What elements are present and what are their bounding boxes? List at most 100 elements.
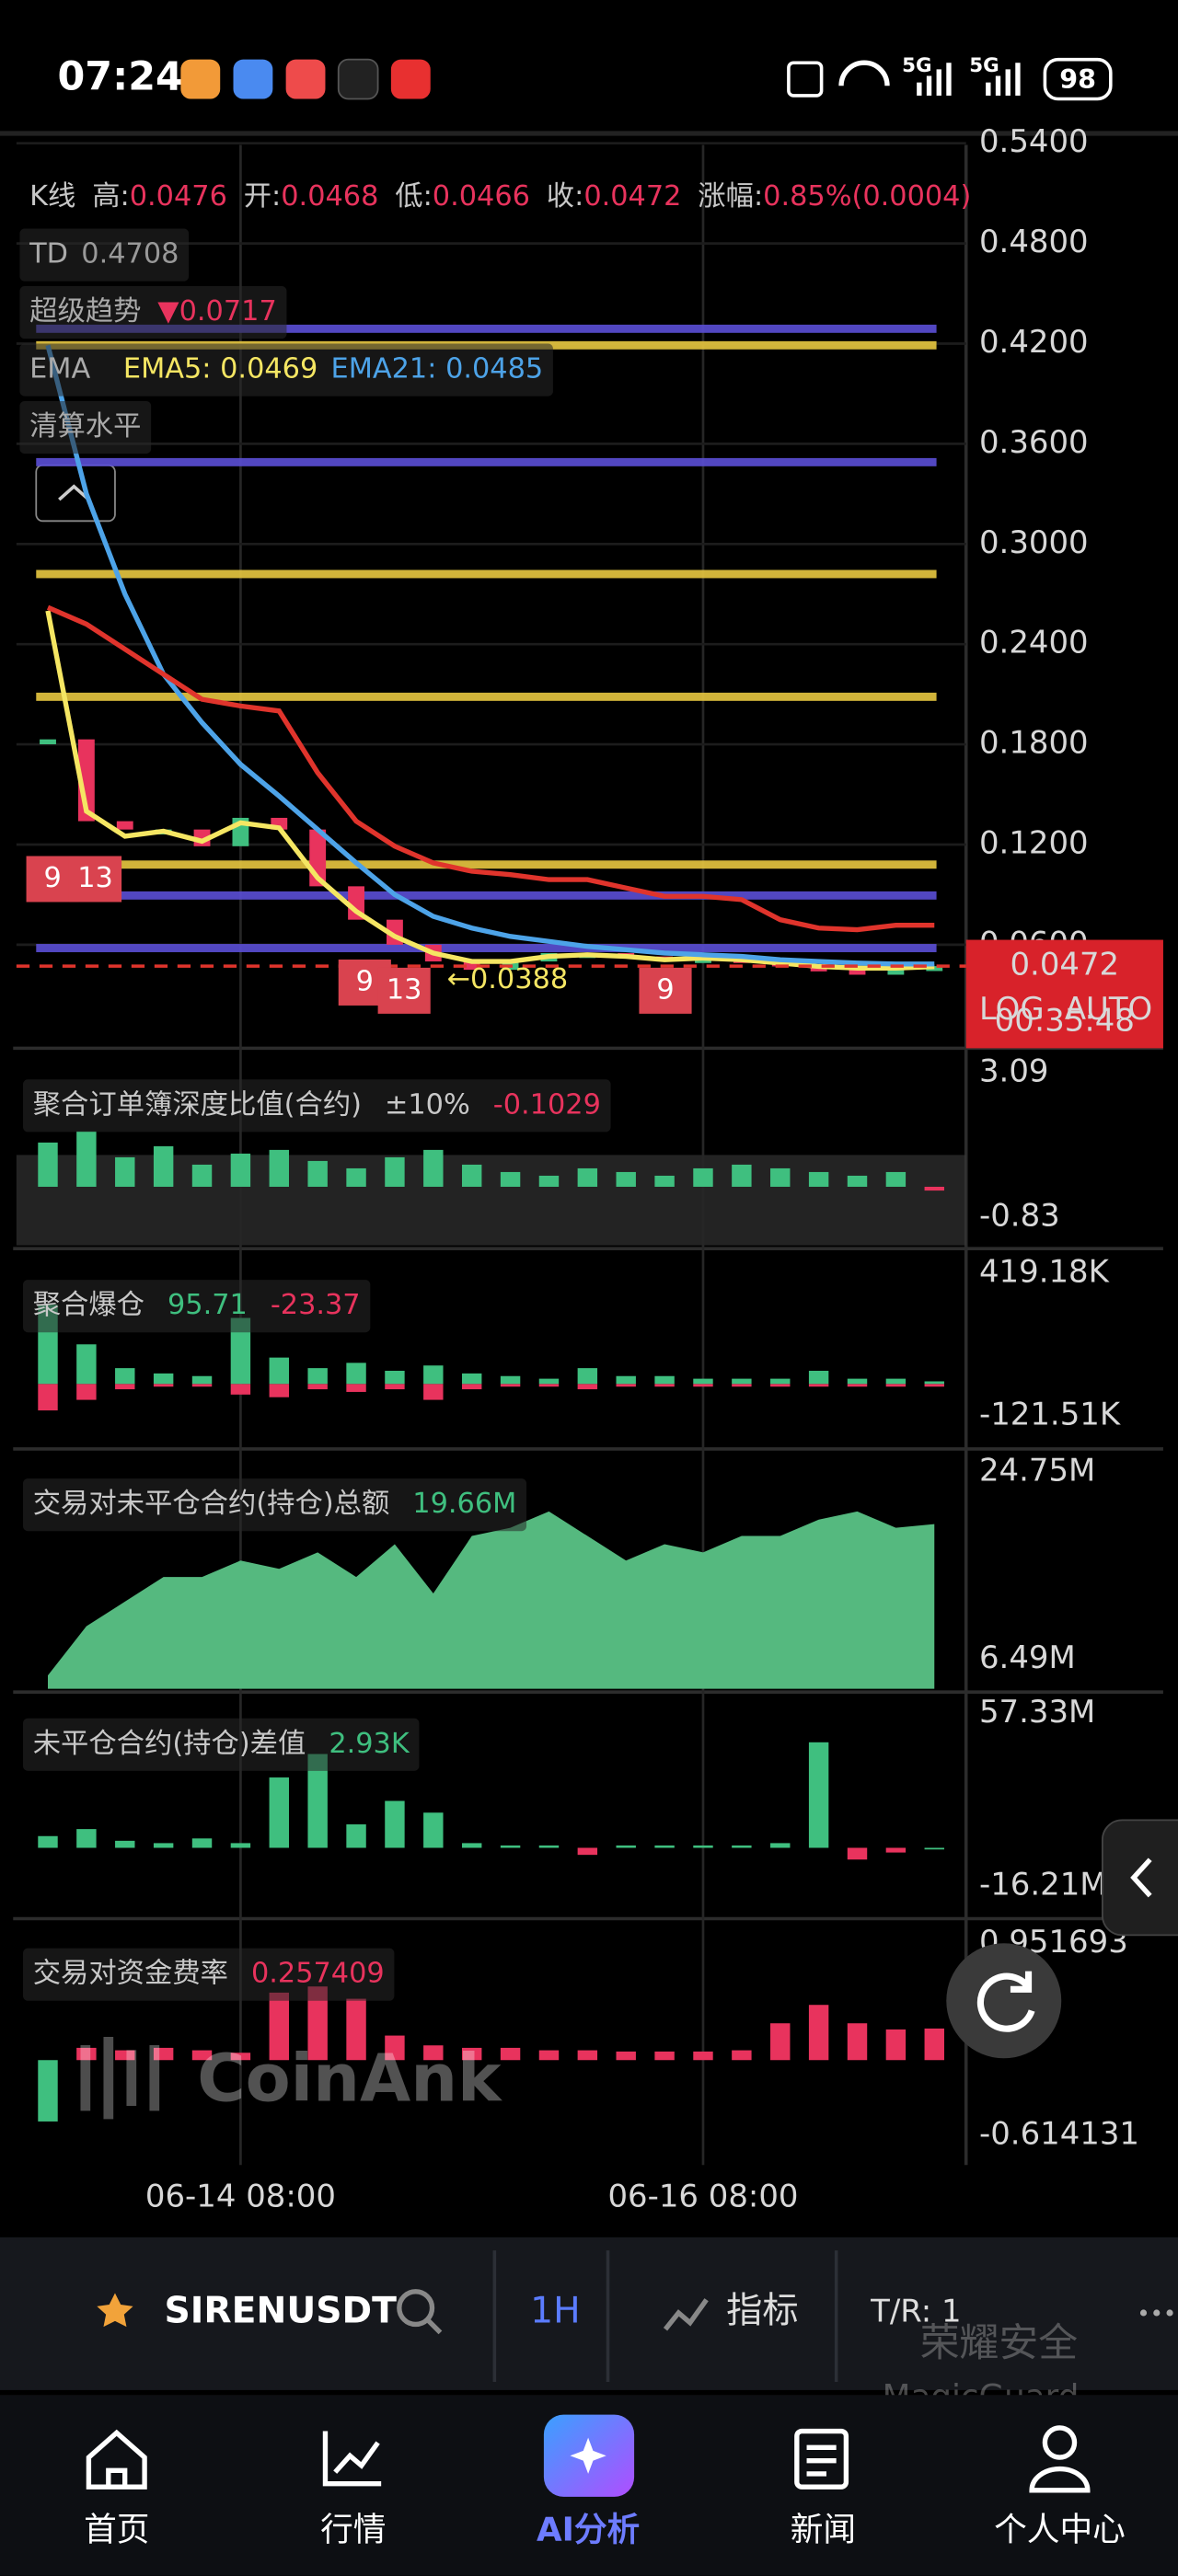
bar: [616, 1384, 636, 1387]
bar: [616, 1845, 636, 1848]
bar: [616, 2051, 636, 2061]
bar: [153, 1145, 174, 1187]
bar: [924, 2028, 944, 2061]
low-annotation: ←0.0388: [447, 963, 569, 995]
bar: [423, 2045, 444, 2061]
bar: [577, 2050, 598, 2061]
countdown: 00:35:48: [995, 1002, 1135, 1038]
bar: [385, 1156, 405, 1187]
legend-text: 清算水平: [29, 410, 141, 443]
legend-text: EMA: [29, 353, 90, 385]
bar: [538, 1384, 560, 1387]
collapse-button[interactable]: [35, 464, 116, 523]
nav-item-active[interactable]: AI分析: [537, 2511, 640, 2548]
bar: [38, 1835, 58, 1848]
bar: [847, 1384, 868, 1387]
y-tick-label: -0.83: [979, 1198, 1060, 1234]
td-marker: 13: [77, 862, 113, 894]
nav-item[interactable]: 首页: [84, 2511, 149, 2548]
x-tick-label: 06-14 08:00: [145, 2179, 336, 2214]
signal-icons: [787, 60, 1021, 98]
bar: [269, 1149, 290, 1187]
td-marker-box: [377, 967, 431, 1014]
bar: [808, 1742, 829, 1848]
bar: [269, 1384, 290, 1397]
bar: [693, 1167, 713, 1187]
candle: [849, 970, 866, 975]
bar: [423, 1812, 444, 1848]
network: 5G: [969, 54, 999, 77]
side-tab[interactable]: [1101, 1819, 1178, 1937]
collapse-icon: [58, 484, 90, 501]
bar: [885, 2029, 907, 2061]
search-icon[interactable]: [397, 2289, 443, 2335]
bar: [76, 1131, 97, 1187]
legend-text: EMA21: 0.0485: [331, 353, 544, 385]
auto-toggle[interactable]: AUTO: [1065, 991, 1152, 1027]
bar: [346, 1167, 366, 1187]
bar: [191, 1838, 213, 1848]
liquidation-level: [36, 860, 937, 869]
interval[interactable]: 1H: [530, 2290, 581, 2331]
indicator-line: [45, 610, 935, 971]
legend-text: 涨幅:: [698, 180, 763, 213]
td-marker-box: [639, 967, 692, 1014]
charts: 06-14 08:00 06-16 08:00 0.5400 0.4800 0.4200…: [16, 123, 1163, 2214]
refresh-button[interactable]: [946, 1943, 1062, 2059]
legend-text: 低:: [395, 180, 433, 213]
legend-text: 聚合订单簿深度比值(合约): [33, 1088, 362, 1121]
bar: [307, 1754, 328, 1848]
bar: [577, 1384, 598, 1390]
ratio[interactable]: T/R: 1: [870, 2293, 961, 2329]
bar: [230, 1153, 251, 1187]
legend-text: EMA5: 0.0469: [123, 353, 318, 385]
bar: [847, 1378, 868, 1385]
td-marker: 13: [387, 973, 422, 1006]
bar: [38, 1384, 58, 1411]
legend-background: [19, 343, 553, 397]
bar: [770, 1384, 791, 1387]
y-tick-label: 0.5400: [979, 123, 1089, 159]
bar: [538, 2050, 560, 2061]
symbol[interactable]: SIRENUSDT: [165, 2290, 398, 2331]
liquidation-level: [36, 891, 937, 900]
refresh-icon: [976, 1971, 1035, 2032]
bar: [76, 2047, 97, 2061]
bar: [153, 2047, 174, 2061]
liquidation-level: [36, 457, 937, 466]
nav-item[interactable]: 新闻: [791, 2511, 856, 2548]
bar: [770, 1167, 791, 1187]
bar: [346, 1998, 366, 2061]
side-tab-icon: [1130, 1857, 1152, 1898]
bar: [76, 1384, 97, 1400]
legend-text: 聚合爆仓: [33, 1289, 144, 1321]
bar: [654, 1175, 675, 1187]
bar: [847, 2023, 868, 2061]
bar: [500, 1384, 521, 1387]
indicator-icon: [663, 2298, 709, 2331]
bar: [307, 1368, 328, 1385]
bar: [307, 1384, 328, 1390]
battery-level: 98: [1059, 63, 1096, 95]
candle: [40, 739, 56, 745]
indicator-line: [46, 604, 935, 933]
bar: [307, 1986, 328, 2061]
bar: [269, 1992, 290, 2061]
bar: [423, 1384, 444, 1400]
nav-item[interactable]: 行情: [320, 2511, 386, 2548]
y-tick-label: 419.18K: [979, 1253, 1110, 1289]
legend-text: 0.0472: [583, 180, 681, 213]
favorite-star[interactable]: [97, 2293, 133, 2328]
legend-text: 交易对未平仓合约(持仓)总额: [33, 1488, 390, 1520]
toolbar: [0, 2237, 1178, 2390]
legend-text: ±10%: [385, 1088, 470, 1121]
log-toggle[interactable]: LOG: [979, 991, 1045, 1027]
more-icon[interactable]: [1139, 2309, 1173, 2317]
y-tick-label: 0.2400: [979, 625, 1089, 661]
bar: [191, 1164, 213, 1187]
nav-item[interactable]: 个人中心: [994, 2511, 1126, 2548]
indicators-button[interactable]: 指标: [726, 2290, 799, 2331]
bar: [153, 1373, 174, 1385]
price-tag: [965, 939, 1163, 1049]
bar: [385, 1800, 405, 1848]
